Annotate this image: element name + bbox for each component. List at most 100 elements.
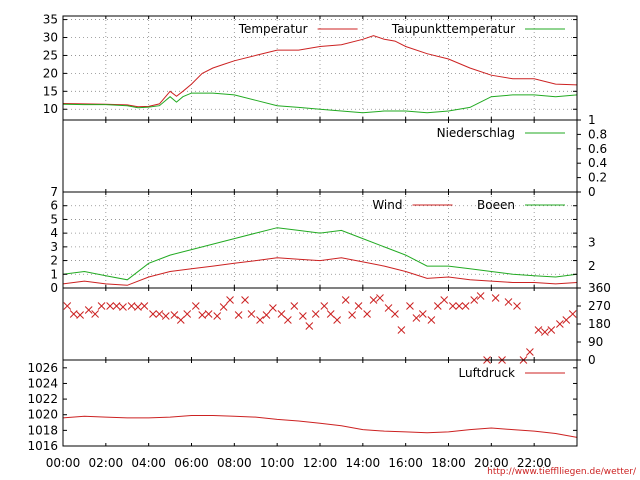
wind-direction-marker [299, 312, 307, 320]
marker-stroke [311, 310, 320, 318]
y-tick-label: 1018 [27, 423, 58, 437]
y-tick-label: 1 [588, 113, 596, 127]
wind-direction-marker [427, 316, 436, 324]
wind-direction-marker [119, 303, 127, 311]
marker-stroke [91, 310, 99, 318]
marker-stroke [191, 302, 200, 310]
wind-direction-marker [440, 296, 449, 304]
marker-stroke [183, 310, 192, 318]
wind-direction-marker [269, 304, 277, 312]
marker-stroke [320, 302, 329, 310]
wind-direction-marker [284, 316, 292, 324]
marker-stroke [290, 302, 299, 310]
marker-stroke [534, 326, 543, 334]
y-tick-label: 0.8 [588, 127, 607, 141]
wind-direction-marker [63, 302, 72, 310]
marker-stroke [119, 303, 127, 311]
series-line [62, 257, 578, 286]
marker-stroke [326, 310, 335, 318]
x-tick-label: 18:00 [431, 456, 466, 470]
wind-direction-marker [412, 314, 421, 322]
marker-stroke [213, 312, 222, 320]
x-tick-label: 02:00 [89, 456, 124, 470]
x-tick-label: 20:00 [474, 456, 509, 470]
marker-stroke [354, 302, 363, 310]
y-tick-label: 30 [43, 31, 58, 45]
wind-direction-marker [290, 302, 299, 310]
wind-direction-marker [76, 311, 84, 319]
y-tick-label: 2 [50, 254, 58, 268]
wind-direction-marker [391, 310, 399, 318]
wind-direction-marker [134, 303, 142, 311]
right-tick-label: 3 [588, 236, 596, 250]
wind-direction-marker [513, 302, 521, 310]
wind-direction-marker [369, 296, 378, 304]
marker-stroke [391, 310, 399, 318]
wind-direction-marker [461, 302, 470, 310]
x-tick-label: 14:00 [346, 456, 381, 470]
wind-direction-marker [176, 316, 185, 324]
y-tick-label: 360 [588, 281, 611, 295]
x-tick-label: 12:00 [303, 456, 338, 470]
wind-direction-marker [84, 306, 93, 314]
marker-stroke [140, 302, 149, 310]
y-tick-label: 15 [43, 84, 58, 98]
marker-stroke [284, 316, 292, 324]
marker-stroke [418, 310, 427, 318]
marker-stroke [427, 316, 436, 324]
marker-stroke [455, 302, 464, 310]
source-url: http://www.tiefflliegen.de/wetter/ [487, 467, 637, 477]
marker-stroke [269, 304, 277, 312]
marker-stroke [155, 310, 164, 318]
marker-stroke [562, 316, 571, 324]
wind-direction-marker [562, 316, 571, 324]
wind-direction-marker [277, 310, 286, 318]
marker-stroke [84, 306, 93, 314]
marker-stroke [134, 303, 142, 311]
wind-direction-marker [161, 312, 170, 320]
wind-direction-marker [341, 296, 350, 304]
wind-direction-marker [256, 316, 264, 324]
y-tick-label: 25 [43, 48, 58, 62]
wind-direction-marker [127, 302, 136, 310]
marker-stroke [234, 311, 243, 319]
marker-stroke [76, 311, 84, 319]
wind-direction-marker [556, 320, 564, 328]
wind-direction-marker [541, 328, 549, 336]
series-line [62, 92, 578, 114]
marker-stroke [526, 348, 534, 356]
marker-stroke [470, 296, 479, 304]
marker-stroke [406, 302, 414, 310]
marker-stroke [369, 296, 378, 304]
wind-direction-marker [348, 311, 356, 319]
wind-direction-marker [262, 311, 271, 319]
marker-stroke [397, 326, 406, 334]
wind-direction-marker [363, 310, 371, 318]
marker-stroke [433, 302, 442, 310]
marker-stroke [63, 302, 72, 310]
wind-direction-marker [333, 316, 341, 324]
series-line [62, 227, 578, 281]
y-tick-label: 0 [588, 185, 596, 199]
wind-direction-marker [140, 302, 149, 310]
wind-direction-marker [198, 311, 207, 319]
legend-label: Niederschlag [437, 126, 515, 140]
wind-direction-marker [448, 302, 457, 310]
marker-stroke [299, 312, 307, 320]
x-tick-label: 22:00 [517, 456, 552, 470]
wind-direction-marker [155, 310, 164, 318]
marker-stroke [568, 310, 577, 318]
marker-stroke [241, 296, 249, 304]
x-tick-label: 06:00 [174, 456, 209, 470]
wind-direction-marker [183, 310, 192, 318]
marker-stroke [106, 302, 114, 310]
wind-direction-marker [305, 322, 314, 330]
wind-direction-marker [170, 311, 179, 319]
y-tick-label: 0.2 [588, 171, 607, 185]
series-line [62, 415, 578, 438]
wind-direction-marker [226, 296, 234, 304]
gridlines [63, 16, 577, 288]
marker-stroke [461, 302, 470, 310]
wind-direction-marker [91, 310, 99, 318]
marker-stroke [219, 303, 228, 311]
